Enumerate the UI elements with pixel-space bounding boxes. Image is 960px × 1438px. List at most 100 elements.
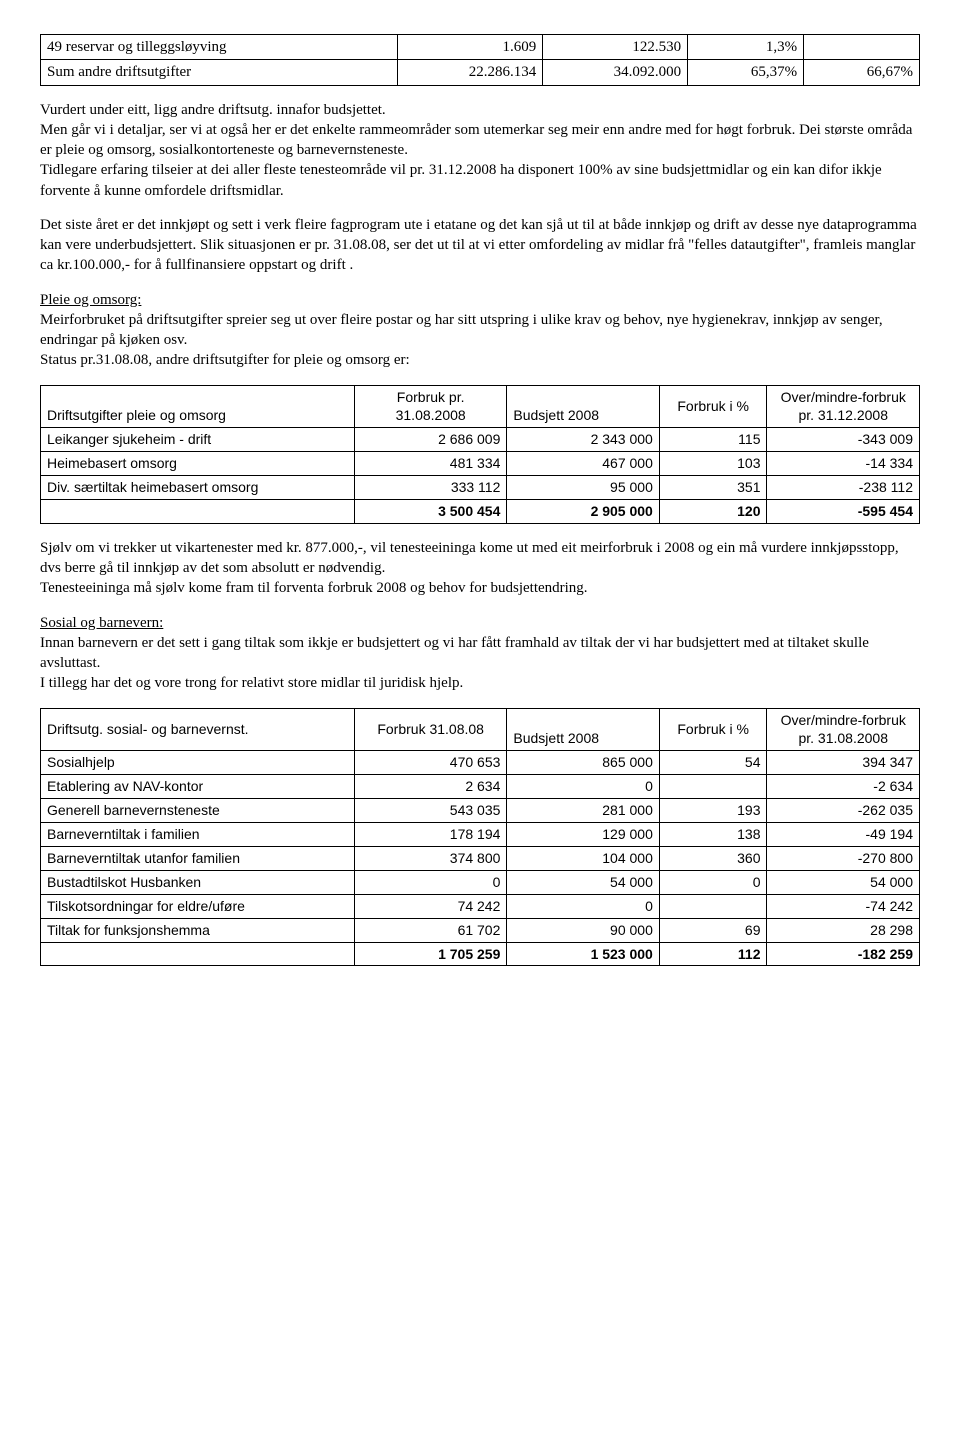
cell-label: Sum andre driftsutgifter [41,60,398,85]
paragraph: Det siste året er det innkjøpt og sett i… [40,215,920,276]
cell: Leikanger sjukeheim - drift [41,428,355,452]
cell: 54 000 [507,870,659,894]
cell: 129 000 [507,823,659,847]
cell: 95 000 [507,476,659,500]
table-row: 49 reservar og tilleggsløyving 1.609 122… [41,35,920,60]
cell [41,499,355,523]
text-pleie: Meirforbruket på driftsutgifter spreier … [40,312,883,369]
cell: 193 [659,799,767,823]
section-sosial: Sosial og barnevern: Innan barnevern er … [40,613,920,694]
table-row: Barneverntiltak i familien 178 194 129 0… [41,823,920,847]
cell [659,775,767,799]
table-header-row: Driftsutg. sosial- og barnevernst. Forbr… [41,708,920,751]
cell-val: 66,67% [804,60,920,85]
cell: 1 705 259 [354,942,506,966]
table-header-row: Driftsutgifter pleie og omsorg Forbruk p… [41,385,920,428]
cell: 28 298 [767,918,920,942]
cell: 104 000 [507,846,659,870]
cell: -74 242 [767,894,920,918]
table-row: Tilskotsordningar for eldre/uføre 74 242… [41,894,920,918]
table-row: Generell barnevernsteneste 543 035 281 0… [41,799,920,823]
cell: -182 259 [767,942,920,966]
cell: 0 [659,870,767,894]
cell: Tiltak for funksjonshemma [41,918,355,942]
cell: Bustadtilskot Husbanken [41,870,355,894]
cell-label: 49 reservar og tilleggsløyving [41,35,398,60]
table-total-row: 1 705 259 1 523 000 112 -182 259 [41,942,920,966]
cell: 2 634 [354,775,506,799]
top-summary-table: 49 reservar og tilleggsløyving 1.609 122… [40,34,920,86]
cell: 351 [659,476,767,500]
cell: Barneverntiltak utanfor familien [41,846,355,870]
cell: 54 [659,751,767,775]
sosial-table: Driftsutg. sosial- og barnevernst. Forbr… [40,708,920,967]
table-row: Tiltak for funksjonshemma 61 702 90 000 … [41,918,920,942]
cell: 1 523 000 [507,942,659,966]
heading-sosial: Sosial og barnevern: [40,615,163,631]
table-row: Etablering av NAV-kontor 2 634 0 -2 634 [41,775,920,799]
table-row: Sosialhjelp 470 653 865 000 54 394 347 [41,751,920,775]
table-row: Div. særtiltak heimebasert omsorg 333 11… [41,476,920,500]
cell-val [804,35,920,60]
paragraph: Sjølv om vi trekker ut vikartenester med… [40,538,920,599]
col-header: Forbruk pr. 31.08.2008 [354,385,506,428]
pleie-table: Driftsutgifter pleie og omsorg Forbruk p… [40,385,920,524]
cell: 74 242 [354,894,506,918]
cell: 54 000 [767,870,920,894]
table-row: Heimebasert omsorg 481 334 467 000 103 -… [41,452,920,476]
table-row: Barneverntiltak utanfor familien 374 800… [41,846,920,870]
cell-val: 65,37% [688,60,804,85]
section-pleie: Pleie og omsorg: Meirforbruket på drifts… [40,290,920,371]
col-header: Driftsutgifter pleie og omsorg [41,385,355,428]
cell [41,942,355,966]
heading-pleie: Pleie og omsorg: [40,292,141,308]
cell: 360 [659,846,767,870]
cell: 394 347 [767,751,920,775]
text-sosial: Innan barnevern er det sett i gang tilta… [40,635,869,692]
cell: 0 [507,775,659,799]
cell: 0 [507,894,659,918]
cell: Barneverntiltak i familien [41,823,355,847]
table-row: Sum andre driftsutgifter 22.286.134 34.0… [41,60,920,85]
cell [659,894,767,918]
cell: -270 800 [767,846,920,870]
cell: 3 500 454 [354,499,506,523]
cell: -595 454 [767,499,920,523]
cell: 103 [659,452,767,476]
col-header: Forbruk 31.08.08 [354,708,506,751]
cell: 112 [659,942,767,966]
cell: 69 [659,918,767,942]
col-header: Driftsutg. sosial- og barnevernst. [41,708,355,751]
cell: 333 112 [354,476,506,500]
cell: Heimebasert omsorg [41,452,355,476]
cell: -2 634 [767,775,920,799]
cell: 543 035 [354,799,506,823]
cell: -49 194 [767,823,920,847]
cell: Div. særtiltak heimebasert omsorg [41,476,355,500]
cell: -262 035 [767,799,920,823]
cell-val: 34.092.000 [543,60,688,85]
cell: Sosialhjelp [41,751,355,775]
cell: 2 905 000 [507,499,659,523]
cell-val: 1,3% [688,35,804,60]
cell: 2 686 009 [354,428,506,452]
col-header: Budsjett 2008 [507,385,659,428]
col-header: Forbruk i % [659,708,767,751]
cell: 0 [354,870,506,894]
cell-val: 22.286.134 [398,60,543,85]
cell: 138 [659,823,767,847]
cell: 178 194 [354,823,506,847]
cell-val: 1.609 [398,35,543,60]
cell: 481 334 [354,452,506,476]
cell: 470 653 [354,751,506,775]
cell: 281 000 [507,799,659,823]
cell-val: 122.530 [543,35,688,60]
cell: 115 [659,428,767,452]
cell: -14 334 [767,452,920,476]
cell: 865 000 [507,751,659,775]
cell: -343 009 [767,428,920,452]
cell: 120 [659,499,767,523]
col-header: Forbruk i % [659,385,767,428]
col-header: Over/mindre-forbruk pr. 31.12.2008 [767,385,920,428]
cell: 61 702 [354,918,506,942]
